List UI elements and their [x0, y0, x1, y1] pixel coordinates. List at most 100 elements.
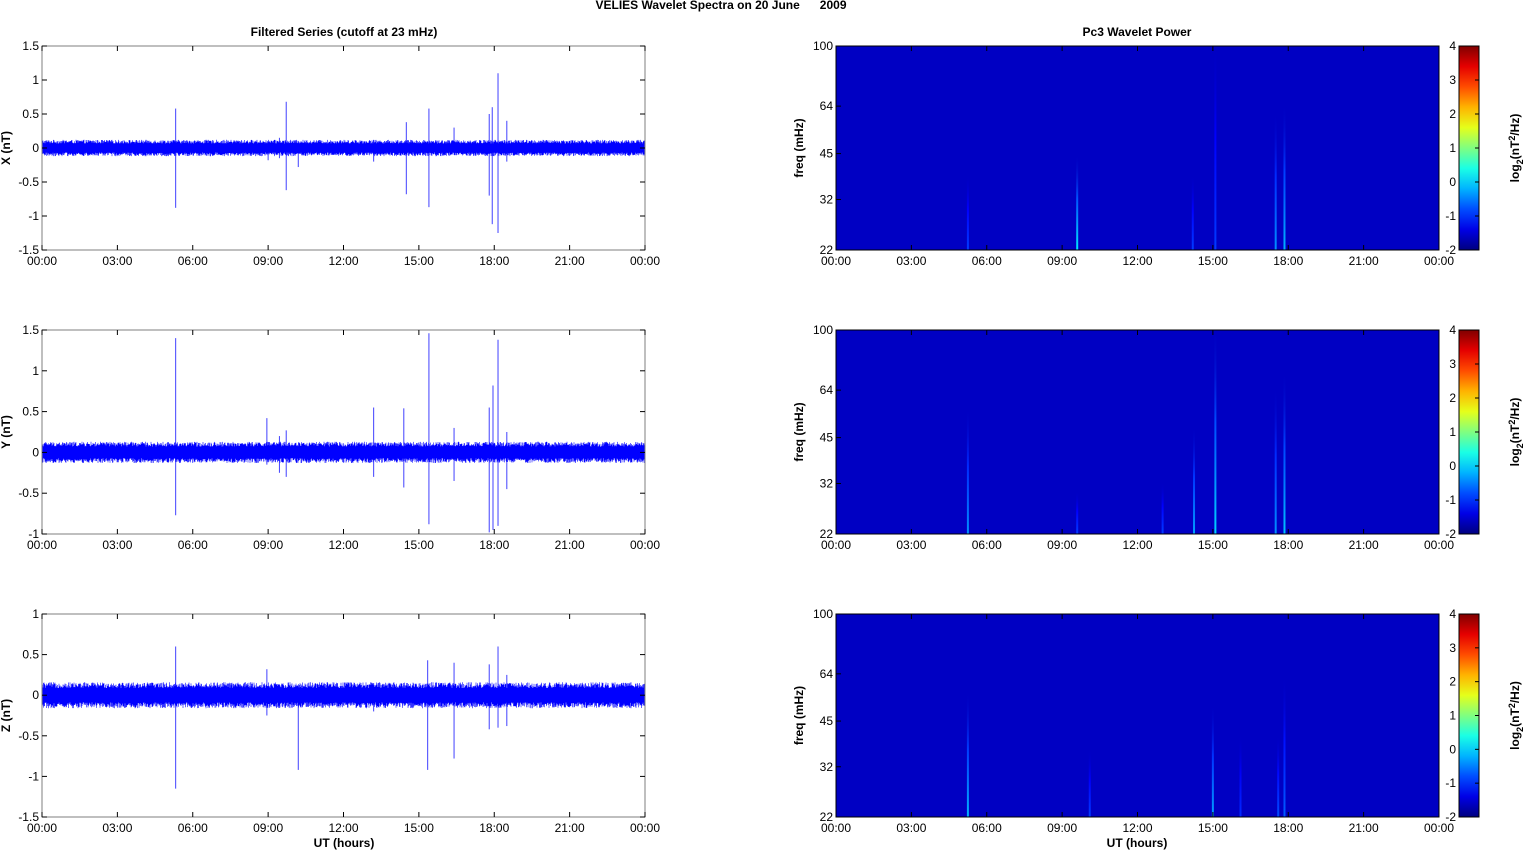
left-column-title: Filtered Series (cutoff at 23 mHz) [251, 25, 438, 39]
spectrogram-ytick-label: 22 [820, 810, 834, 824]
colorbar-tick-label: 1 [1449, 141, 1456, 155]
colorbar-tick-label: 3 [1449, 641, 1456, 655]
spectrogram-area [836, 330, 1439, 534]
colorbar-tick-label: -2 [1445, 243, 1456, 257]
spectrogram-ytick-label: 45 [820, 431, 834, 445]
spectrogram-xtick-label: 12:00 [1122, 538, 1152, 552]
series-ytick-label: -1 [28, 527, 39, 541]
spectrogram-xtick-label: 06:00 [972, 254, 1002, 268]
series-xtick-label: 03:00 [102, 538, 132, 552]
spectrogram-xtick-label: 03:00 [896, 821, 926, 835]
spectrogram-xtick-label: 00:00 [1424, 254, 1454, 268]
series-ytick-label: 1 [32, 607, 39, 621]
series-xtick-label: 18:00 [479, 538, 509, 552]
series-xtick-label: 09:00 [253, 538, 283, 552]
series-xtick-label: 00:00 [630, 254, 660, 268]
colorbar-tick-label: -2 [1445, 810, 1456, 824]
colorbar-y: -2 -1 0 1 2 3 4 log2(nT2/Hz) [1445, 323, 1525, 541]
series-ytick-label: -1.5 [18, 243, 39, 257]
spectrogram-xtick-label: 15:00 [1198, 254, 1228, 268]
spectrogram-streak [1274, 114, 1277, 250]
spectrogram-xtick-label: 12:00 [1122, 821, 1152, 835]
spectrogram-ylabel: freq (mHz) [792, 402, 806, 461]
series-ytick-label: 0.5 [22, 405, 39, 419]
spectrogram-ytick-label: 45 [820, 147, 834, 161]
colorbar-label: log2(nT2/Hz) [1507, 398, 1525, 467]
spectrogram-xtick-label: 12:00 [1122, 254, 1152, 268]
series-ytick-label: -1 [28, 769, 39, 783]
spectrogram-streak [1283, 374, 1286, 534]
spectrogram-xtick-label: 03:00 [896, 254, 926, 268]
colorbar-tick-label: 2 [1449, 675, 1456, 689]
colorbar-tick-label: 4 [1449, 39, 1456, 53]
colorbar-label: log2(nT2/Hz) [1507, 681, 1525, 750]
spectrogram-xtick-label: 09:00 [1047, 821, 1077, 835]
spectrogram-streak [1211, 706, 1214, 817]
spectrogram-streak [1193, 428, 1196, 534]
spectrogram-xtick-label: 09:00 [1047, 538, 1077, 552]
series-ytick-label: 1 [32, 73, 39, 87]
spectrogram-xtick-label: 18:00 [1273, 254, 1303, 268]
series-ytick-label: 1.5 [22, 323, 39, 337]
series-xtick-label: 21:00 [555, 538, 585, 552]
spectrogram-streak [966, 176, 969, 250]
spectrogram-ytick-label: 64 [820, 99, 834, 113]
spectrogram-xtick-label: 00:00 [821, 821, 851, 835]
series-ytick-label: 0 [32, 445, 39, 459]
spectrogram-streak [1277, 736, 1280, 817]
spectrogram-xtick-label: 06:00 [972, 821, 1002, 835]
series-panel-z: -1.5 -1 -0.5 0 0.5 1 00:00 03:00 06:00 09:00 12:00… [0, 607, 660, 835]
spectrogram-streak [1214, 330, 1217, 534]
series-xtick-label: 12:00 [328, 538, 358, 552]
spectrogram-xtick-label: 18:00 [1273, 821, 1303, 835]
series-ytick-label: 0.5 [22, 107, 39, 121]
spectrogram-xtick-label: 03:00 [896, 538, 926, 552]
colorbar-tick-label: 3 [1449, 357, 1456, 371]
spectrogram-streak [1239, 736, 1242, 817]
series-panel-y: -1 -0.5 0 0.5 1 1.5 00:00 03:00 06:00 09:00 12:00 1… [0, 323, 660, 552]
spectrogram-streak [1088, 750, 1091, 817]
spectrogram-ytick-label: 32 [820, 760, 834, 774]
colorbar-z: -2 -1 0 1 2 3 4 log2(nT2/Hz) [1445, 607, 1525, 824]
series-xtick-label: 06:00 [178, 254, 208, 268]
spectrogram-xtick-label: 00:00 [821, 254, 851, 268]
series-ylabel: X (nT) [0, 131, 13, 165]
spectrogram-streak [1076, 156, 1079, 250]
colorbar-x: -2 -1 0 1 2 3 4 log2(nT2/Hz) [1445, 39, 1525, 257]
spectrogram-streak [966, 410, 969, 534]
series-xtick-label: 03:00 [102, 821, 132, 835]
series-xtick-label: 00:00 [630, 538, 660, 552]
figure-title: VELIES Wavelet Spectra on 20 June 2009 [596, 0, 847, 12]
series-xtick-label: 00:00 [630, 821, 660, 835]
series-xtick-label: 21:00 [555, 254, 585, 268]
spectrogram-xtick-label: 21:00 [1349, 538, 1379, 552]
series-xtick-label: 12:00 [328, 254, 358, 268]
series-ytick-label: -0.5 [18, 175, 39, 189]
series-xtick-label: 03:00 [102, 254, 132, 268]
series-ytick-label: -1.5 [18, 810, 39, 824]
spectrogram-xtick-label: 00:00 [821, 538, 851, 552]
colorbar-tick-label: 2 [1449, 107, 1456, 121]
series-ytick-label: 1 [32, 364, 39, 378]
series-xtick-label: 06:00 [178, 538, 208, 552]
series-ytick-label: 0.5 [22, 648, 39, 662]
colorbar-tick-label: -1 [1445, 776, 1456, 790]
spectrogram-ytick-label: 100 [813, 607, 833, 621]
spectrogram-xtick-label: 00:00 [1424, 538, 1454, 552]
spectrogram-ylabel: freq (mHz) [792, 118, 806, 177]
right-column-title: Pc3 Wavelet Power [1083, 25, 1192, 39]
series-ylabel: Y (nT) [0, 415, 13, 449]
series-xtick-label: 18:00 [479, 821, 509, 835]
spectrogram-streak [1214, 46, 1217, 250]
series-ytick-label: 0 [32, 688, 39, 702]
colorbar-tick-label: -1 [1445, 209, 1456, 223]
colorbar-tick-label: 0 [1449, 742, 1456, 756]
series-ylabel: Z (nT) [0, 699, 13, 732]
spectrogram-ytick-label: 45 [820, 714, 834, 728]
series-xtick-label: 00:00 [27, 538, 57, 552]
series-ytick-label: -1 [28, 209, 39, 223]
series-xtick-label: 15:00 [404, 538, 434, 552]
